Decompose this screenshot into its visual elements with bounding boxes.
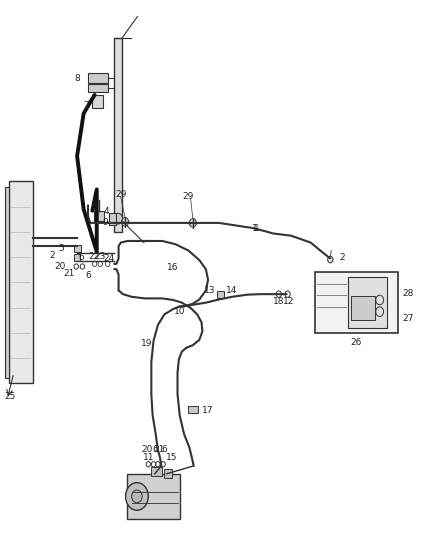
Text: 20: 20	[55, 262, 66, 271]
Text: 25: 25	[5, 392, 16, 401]
Text: 12: 12	[283, 296, 294, 305]
Text: 3: 3	[91, 205, 96, 214]
Text: 1: 1	[254, 224, 260, 233]
Text: 6: 6	[78, 253, 85, 262]
Text: 6: 6	[85, 271, 91, 280]
Bar	[9, 181, 32, 383]
Text: 22: 22	[88, 253, 99, 261]
Text: 11: 11	[142, 454, 154, 463]
Text: 24: 24	[103, 254, 115, 263]
Text: 10: 10	[174, 307, 185, 316]
Bar	[348, 277, 387, 328]
Text: 6: 6	[152, 446, 158, 455]
Text: 2: 2	[339, 253, 345, 262]
Text: 21: 21	[153, 446, 164, 455]
Text: 20: 20	[141, 446, 153, 455]
Text: 19: 19	[141, 339, 153, 348]
Circle shape	[189, 219, 196, 227]
Bar	[5, 187, 10, 378]
Text: 26: 26	[351, 338, 362, 347]
Text: 2: 2	[49, 252, 55, 260]
Bar	[109, 213, 117, 225]
Text: 15: 15	[166, 454, 177, 463]
Text: 23: 23	[95, 253, 106, 261]
Text: 5: 5	[58, 245, 64, 254]
Bar	[74, 245, 81, 252]
Text: 6: 6	[162, 446, 167, 455]
Text: 1: 1	[252, 224, 258, 233]
Text: 7: 7	[83, 101, 89, 110]
Bar	[74, 254, 80, 261]
Text: 16: 16	[167, 263, 179, 272]
Bar	[127, 474, 180, 519]
Bar	[351, 296, 375, 320]
Text: 21: 21	[64, 269, 75, 278]
Bar	[114, 38, 122, 232]
Bar	[94, 211, 104, 221]
Circle shape	[126, 482, 148, 510]
Text: 8: 8	[74, 75, 80, 84]
Bar	[315, 272, 398, 333]
Text: 9: 9	[102, 218, 108, 227]
Circle shape	[114, 213, 123, 224]
Bar	[188, 406, 198, 413]
Bar	[164, 469, 172, 478]
Bar	[88, 73, 108, 83]
Circle shape	[122, 217, 129, 226]
Bar	[217, 291, 224, 298]
Text: 28: 28	[403, 288, 414, 297]
Bar	[88, 84, 108, 92]
Bar	[151, 467, 162, 477]
Text: 29: 29	[115, 190, 127, 199]
Text: 14: 14	[226, 286, 237, 295]
Text: 18: 18	[272, 296, 284, 305]
Text: 29: 29	[183, 192, 194, 201]
Text: 4: 4	[104, 207, 110, 216]
Text: 27: 27	[403, 313, 414, 322]
Text: 17: 17	[202, 406, 214, 415]
Text: 13: 13	[205, 286, 216, 295]
Circle shape	[132, 490, 142, 503]
Bar	[92, 95, 103, 108]
